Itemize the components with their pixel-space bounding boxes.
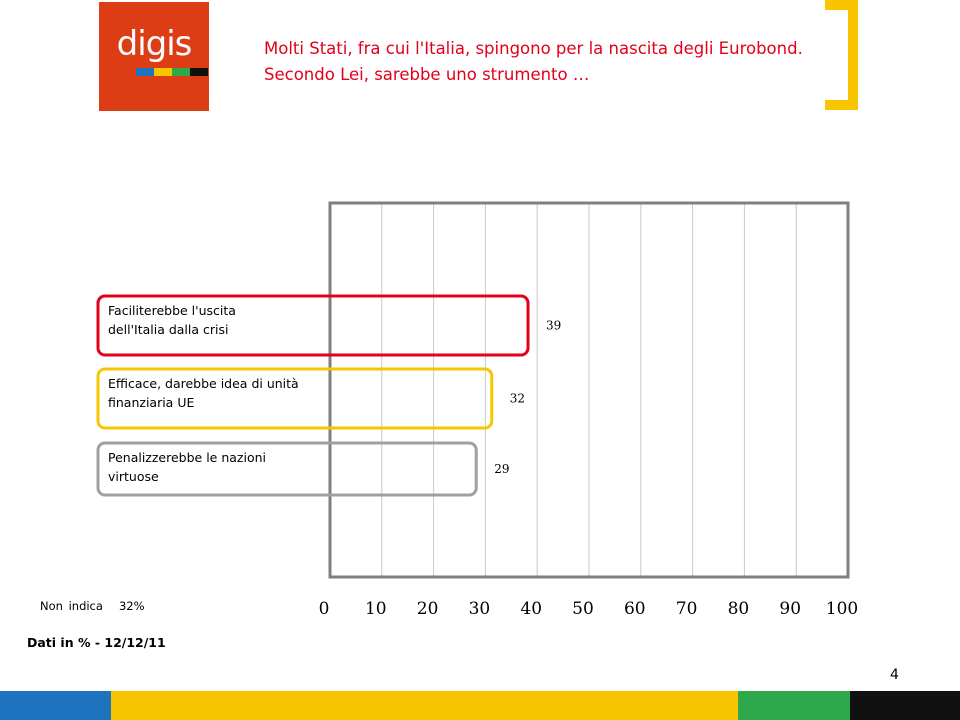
x-tick-label: 70: [676, 599, 698, 619]
slide-title: Molti Stati, fra cui l'Italia, spingono …: [264, 39, 803, 84]
footer-segment-black: [850, 691, 960, 720]
logo-text: digis: [116, 24, 193, 64]
non-indica-note: Non indica 32%: [40, 599, 145, 613]
page-number: 4: [890, 667, 899, 683]
x-tick-label: 20: [417, 599, 439, 619]
x-tick-label: 60: [624, 599, 646, 619]
x-tick-label: 30: [469, 599, 491, 619]
category-label: Penalizzerebbe le nazioni virtuose: [108, 448, 338, 486]
bar: [96, 367, 494, 430]
x-tick-label: 40: [520, 599, 542, 619]
category-label-line: dell'Italia dalla crisi: [108, 322, 229, 337]
bar: [96, 441, 478, 497]
logo-stripe-green: [172, 68, 190, 76]
category-label-line: Faciliterebbe l'uscita: [108, 303, 236, 318]
logo-stripe-black: [190, 68, 208, 76]
data-label: 29: [494, 462, 509, 476]
footer-segment-blue: [0, 691, 111, 720]
x-tick-label: 10: [365, 599, 387, 619]
footer-segment-yellow: [111, 691, 738, 720]
plot-frame: [328, 201, 850, 579]
logo-stripe-blue: [136, 68, 154, 76]
category-label-line: finanziaria UE: [108, 395, 195, 410]
data-label: 39: [546, 319, 561, 333]
category-label: Faciliterebbe l'uscita dell'Italia dalla …: [108, 301, 338, 339]
logo-stripe: [136, 68, 208, 76]
x-tick-label: 80: [728, 599, 750, 619]
non-indica-label: Non indica: [40, 599, 103, 613]
bracket-icon: [825, 0, 858, 110]
x-tick-label: 90: [779, 599, 801, 619]
data-label: 32: [510, 392, 525, 406]
x-tick-label: 0: [319, 599, 330, 619]
category-label: Efficace, darebbe idea di unità finanziar…: [108, 374, 338, 412]
bar: [96, 294, 530, 357]
x-tick-label: 100: [826, 599, 858, 619]
category-label-line: Efficace, darebbe idea di unità: [108, 376, 299, 391]
data-source-note: Dati in % - 12/12/11: [27, 635, 166, 650]
x-tick-label: 50: [572, 599, 594, 619]
category-label-line: Penalizzerebbe le nazioni: [108, 450, 267, 465]
logo-stripe-yellow: [154, 68, 172, 76]
category-label-line: virtuose: [108, 469, 159, 484]
digis-logo: digis: [99, 2, 209, 111]
non-indica-value: 32%: [118, 599, 145, 613]
footer-color-bar: [0, 691, 960, 720]
bar-chart: 0 10 20 30 40 50 60 70 80 90 100 39 32 29: [96, 201, 858, 619]
footer-segment-green: [738, 691, 850, 720]
